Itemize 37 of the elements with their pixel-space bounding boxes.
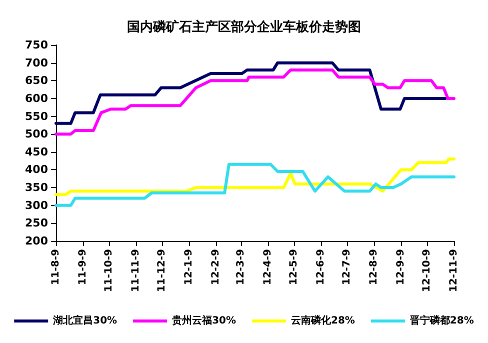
x-tick-label: 12-2-9 bbox=[210, 248, 222, 286]
y-tick-label: 200 bbox=[25, 234, 48, 248]
x-tick-label: 11-10-9 bbox=[104, 248, 115, 292]
x-tick-label: 11-9-9 bbox=[77, 248, 88, 286]
y-tick-label: 550 bbox=[25, 110, 48, 123]
x-tick-label: 12-5-9 bbox=[288, 248, 300, 286]
legend-label: 云南磷化28% bbox=[291, 314, 355, 326]
line-series bbox=[54, 158, 456, 196]
y-tick-label: 450 bbox=[25, 145, 48, 158]
x-tick-label: 12-4-9 bbox=[262, 248, 274, 286]
chart-title: 国内磷矿石主产区部分企业车板价走势图 bbox=[127, 19, 361, 35]
x-tick-label: 12-8-9 bbox=[368, 248, 380, 286]
x-tick-label: 12-7-9 bbox=[342, 248, 353, 286]
line-series bbox=[54, 68, 456, 136]
y-tick-label: 250 bbox=[25, 216, 48, 230]
y-tick-label: 350 bbox=[25, 181, 48, 194]
legend-label: 晋宁磷都28% bbox=[408, 314, 474, 326]
legend-label: 贵州云福30% bbox=[171, 314, 236, 326]
x-tick-label: 11-8-9 bbox=[50, 248, 62, 286]
y-tick-label: 500 bbox=[25, 128, 48, 141]
x-tick-label: 12-6-9 bbox=[316, 248, 327, 286]
legend-label: 湖北宜昌30% bbox=[52, 314, 118, 326]
x-tick-label: 11-11-9 bbox=[130, 248, 142, 292]
y-tick-label: 400 bbox=[25, 163, 48, 176]
x-tick-label: 12-11-9 bbox=[448, 248, 460, 292]
x-tick-label: 12-10-9 bbox=[422, 248, 433, 292]
line-series bbox=[54, 61, 447, 125]
x-tick-label: 11-12-9 bbox=[156, 248, 168, 292]
y-tick-label: 300 bbox=[25, 198, 48, 212]
x-tick-label: 12-9-9 bbox=[395, 248, 406, 286]
y-tick-label: 750 bbox=[25, 38, 48, 52]
y-tick-label: 650 bbox=[25, 74, 48, 88]
y-tick-label: 600 bbox=[25, 92, 48, 105]
line-series bbox=[54, 162, 456, 207]
x-tick-label: 12-1-9 bbox=[183, 248, 194, 286]
y-tick-label: 700 bbox=[25, 56, 48, 70]
x-tick-label: 12-3-9 bbox=[236, 248, 247, 286]
